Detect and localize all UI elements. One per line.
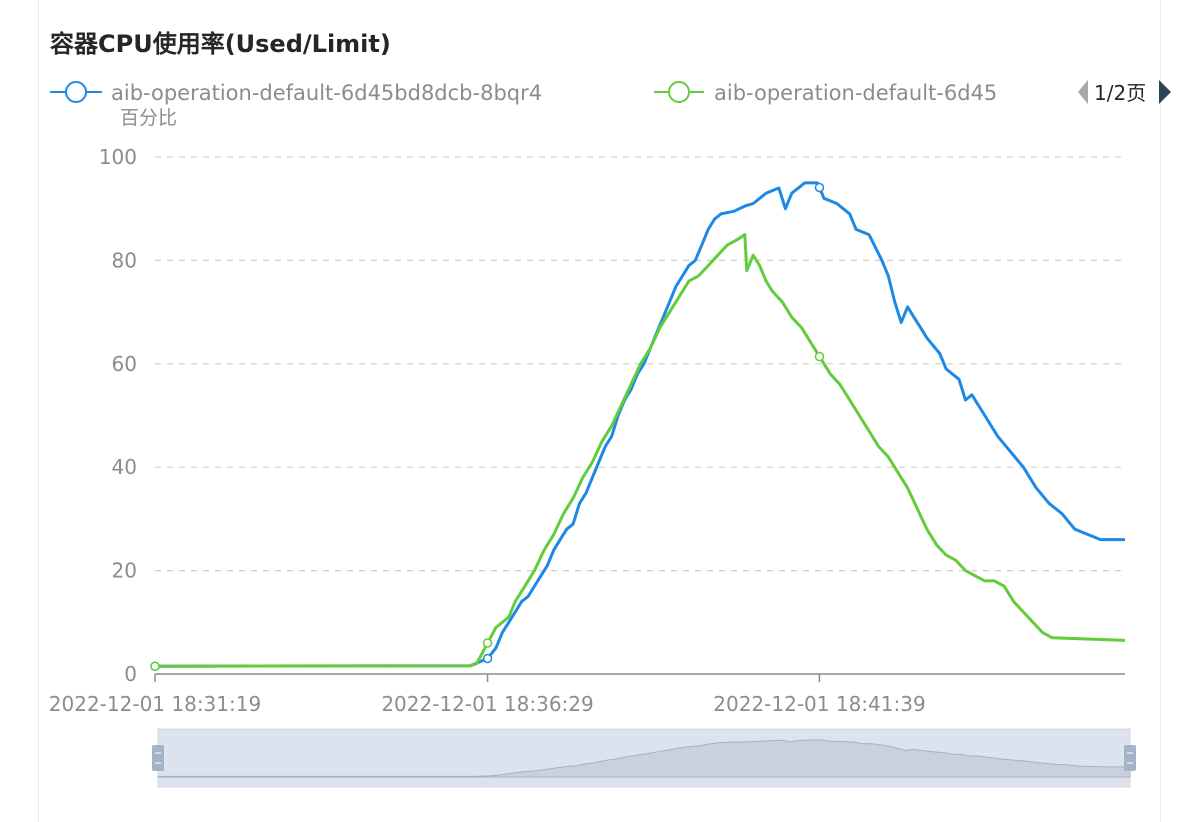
x-tick-label: 2022-12-01 18:41:39 xyxy=(713,692,925,716)
panel-right-border xyxy=(1160,0,1161,822)
legend-marker-series-2 xyxy=(668,81,690,103)
zoom-slider-preview xyxy=(157,739,1131,778)
series-point-1 xyxy=(482,653,493,664)
series-lines xyxy=(150,181,1126,671)
y-tick-label: 60 xyxy=(112,352,137,376)
legend-marker-series-1 xyxy=(65,81,87,103)
grid-lines xyxy=(155,156,1125,572)
y-tick-label: 80 xyxy=(112,248,137,272)
y-tick-label: 100 xyxy=(99,145,137,169)
y-tick-label: 40 xyxy=(112,455,137,479)
legend-item-series-1[interactable]: aib-operation-default-6d45bd8dcb-8bqr4 xyxy=(50,81,542,105)
series-point-1 xyxy=(814,182,825,193)
x-axis: 2022-12-01 18:31:19 2022-12-01 18:36:29 20… xyxy=(49,673,1125,716)
legend-prev-page-icon[interactable] xyxy=(1078,80,1088,104)
legend-label-series-1: aib-operation-default-6d45bd8dcb-8bqr4 xyxy=(111,81,542,105)
zoom-end-handle[interactable] xyxy=(1124,745,1136,771)
legend-page-indicator: 1/2页 xyxy=(1094,81,1146,105)
y-axis-unit-label: 百分比 xyxy=(120,107,177,129)
legend-item-series-2[interactable]: aib-operation-default-6d45 xyxy=(654,81,997,105)
legend: aib-operation-default-6d45bd8dcb-8bqr4 a… xyxy=(50,80,1171,105)
series-point-2 xyxy=(482,638,493,648)
series-point-2 xyxy=(814,351,825,362)
data-zoom-slider[interactable] xyxy=(152,728,1136,788)
x-tick-label: 2022-12-01 18:31:19 xyxy=(49,692,261,716)
x-tick-label: 2022-12-01 18:36:29 xyxy=(381,692,593,716)
series-line-1 xyxy=(154,181,1125,668)
legend-next-page-icon[interactable] xyxy=(1159,80,1171,104)
y-tick-label: 20 xyxy=(112,559,137,583)
y-axis-ticks: 100 80 60 40 20 0 xyxy=(99,145,137,686)
series-line-2 xyxy=(154,233,1126,668)
legend-label-series-2: aib-operation-default-6d45 xyxy=(714,81,997,105)
chart-title: 容器CPU使用率(Used/Limit) xyxy=(50,30,391,58)
panel-left-border xyxy=(38,0,39,822)
zoom-start-handle[interactable] xyxy=(152,745,164,771)
series-point-2 xyxy=(150,661,160,671)
y-tick-label: 0 xyxy=(124,662,137,686)
